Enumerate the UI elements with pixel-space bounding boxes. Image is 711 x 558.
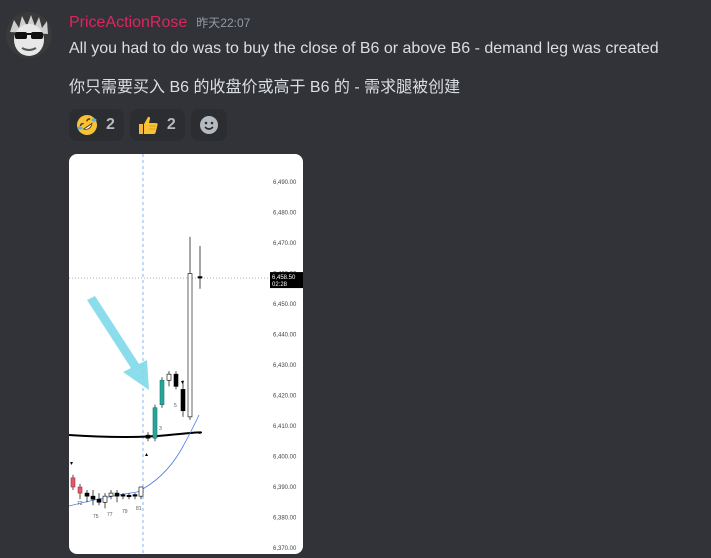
username[interactable]: PriceActionRose — [69, 14, 188, 31]
candle-body — [166, 373, 172, 381]
slow-moving-average-line — [69, 431, 202, 438]
signal-marker — [145, 453, 148, 456]
message-header: PriceActionRose 昨天22:07 — [69, 14, 250, 36]
chart-screenshot-attachment[interactable]: 6,490.006,480.006,470.006,460.006,450.00… — [69, 154, 303, 554]
candle-body — [114, 492, 120, 497]
bar-number-label: 79 — [122, 509, 128, 515]
candle-body — [108, 492, 114, 497]
price-tick-label: 6,470.00 — [273, 241, 297, 247]
candle-body — [120, 494, 126, 497]
bar-number-label: 5 — [174, 403, 177, 409]
reaction-bar: 2 2 — [69, 109, 227, 141]
candle-body — [70, 477, 76, 488]
avatar[interactable] — [6, 12, 52, 58]
price-tick-label: 6,450.00 — [273, 302, 297, 308]
reaction-rofl[interactable]: 2 — [69, 109, 124, 141]
candle-body — [102, 495, 108, 503]
candle-body — [77, 486, 83, 494]
price-tick-label: 6,410.00 — [273, 424, 297, 430]
thumbs-up-emoji-icon — [138, 116, 158, 134]
candle-body — [90, 495, 96, 500]
candle-body — [187, 273, 193, 418]
price-tick-label: 6,400.00 — [273, 455, 297, 461]
price-tick-label: 6,420.00 — [273, 394, 297, 400]
price-tick-label: 6,490.00 — [273, 180, 297, 186]
price-tick-label: 6,390.00 — [273, 485, 297, 491]
bar-number-label: 72 — [77, 501, 83, 507]
bar-number-label: 77 — [107, 512, 113, 518]
timestamp: 昨天22:07 — [196, 16, 251, 30]
price-tick-label: 6,430.00 — [273, 363, 297, 369]
signal-marker — [181, 381, 184, 384]
signal-marker — [70, 462, 73, 465]
candle-body — [84, 492, 90, 497]
candle-body — [132, 494, 138, 497]
price-tick-label: 6,440.00 — [273, 333, 297, 339]
annotation-arrow — [87, 296, 149, 390]
candle-body — [145, 434, 151, 439]
candle-body — [152, 407, 158, 439]
price-label-box — [270, 272, 303, 289]
reaction-count: 2 — [106, 116, 115, 133]
price-label: 6,458.50 — [272, 275, 296, 281]
price-tick-label: 6,480.00 — [273, 211, 297, 217]
bar-number-label: 3 — [159, 426, 162, 432]
price-tick-label: 6,370.00 — [273, 546, 297, 552]
add-reaction-button[interactable] — [190, 109, 227, 141]
countdown-label: 02:28 — [272, 282, 288, 288]
candle-body — [180, 389, 186, 412]
bar-number-label: 75 — [93, 514, 99, 520]
bar-number-label: 81 — [136, 506, 142, 512]
candle-body — [159, 379, 165, 405]
candle-body — [173, 373, 179, 387]
fast-moving-average-line — [69, 414, 200, 507]
add-reaction-icon — [199, 116, 218, 134]
price-tick-label: 6,380.00 — [273, 516, 297, 522]
reaction-thumbs-up[interactable]: 2 — [129, 109, 185, 141]
message-text-chinese: 你只需要买入 B6 的收盘价或高于 B6 的 - 需求腿被创建 — [69, 79, 461, 96]
candle-body — [138, 486, 144, 497]
rofl-emoji-icon — [77, 115, 97, 135]
candle-body — [96, 498, 102, 503]
candle-body — [126, 494, 132, 498]
message-text-english: All you had to do was to buy the close o… — [69, 40, 659, 57]
candle-body — [197, 276, 203, 279]
reaction-count: 2 — [166, 116, 176, 133]
